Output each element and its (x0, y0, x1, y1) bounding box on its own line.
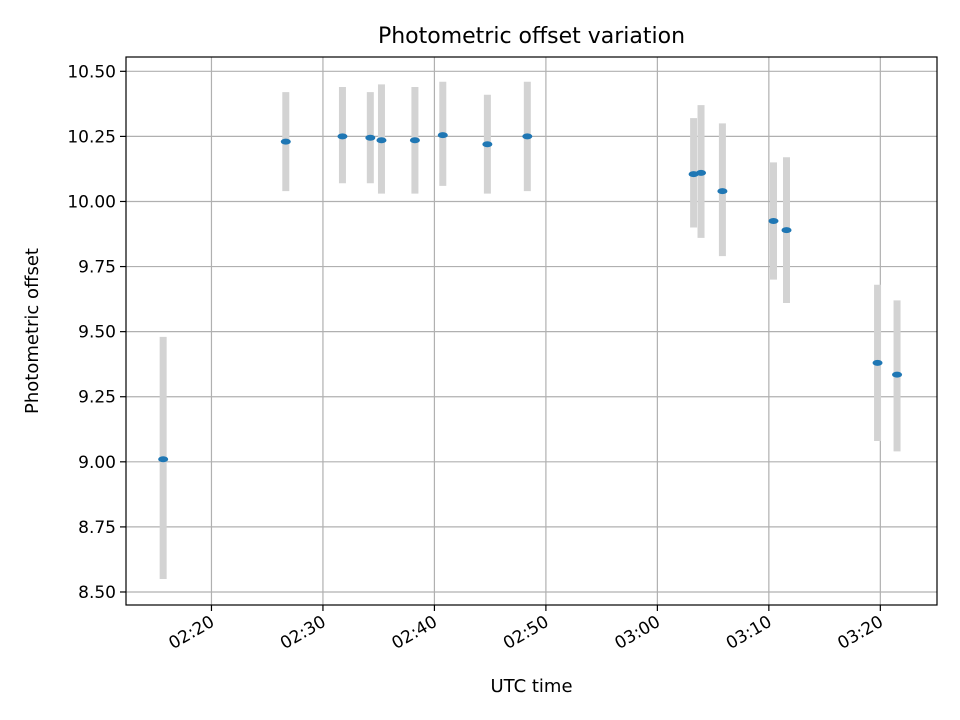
y-tick-label: 8.75 (78, 518, 116, 538)
data-point (522, 133, 533, 140)
data-point (376, 137, 387, 144)
y-tick-label: 10.00 (67, 192, 116, 212)
data-point (696, 169, 707, 176)
plot-area (126, 57, 937, 605)
y-tick-label: 9.50 (78, 323, 116, 343)
data-point (280, 138, 291, 145)
data-point (365, 134, 376, 141)
data-point (482, 141, 493, 148)
data-point (337, 133, 348, 140)
data-point (409, 137, 420, 144)
y-axis-label: Photometric offset (22, 248, 43, 414)
y-tick-label: 8.50 (78, 583, 116, 603)
y-axis-ticks: 8.50 8.75 9.00 9.25 9.50 9.75 10.00 10.25 10.50 (67, 62, 126, 603)
data-point (768, 218, 779, 225)
y-tick-label: 9.25 (78, 388, 116, 408)
data-point (158, 456, 169, 463)
data-point (892, 371, 903, 378)
plot-frame (125, 56, 938, 606)
y-tick-label: 10.50 (67, 62, 116, 82)
data-point (437, 132, 448, 139)
y-tick-label: 9.75 (78, 258, 116, 278)
data-points (158, 132, 903, 463)
y-tick-label: 9.00 (78, 453, 116, 473)
data-point (781, 227, 792, 234)
data-point (872, 359, 883, 366)
y-tick-label: 10.25 (67, 127, 116, 147)
chart-title: Photometric offset variation (378, 24, 685, 49)
x-axis-label: UTC time (490, 676, 572, 697)
data-point (717, 188, 728, 195)
